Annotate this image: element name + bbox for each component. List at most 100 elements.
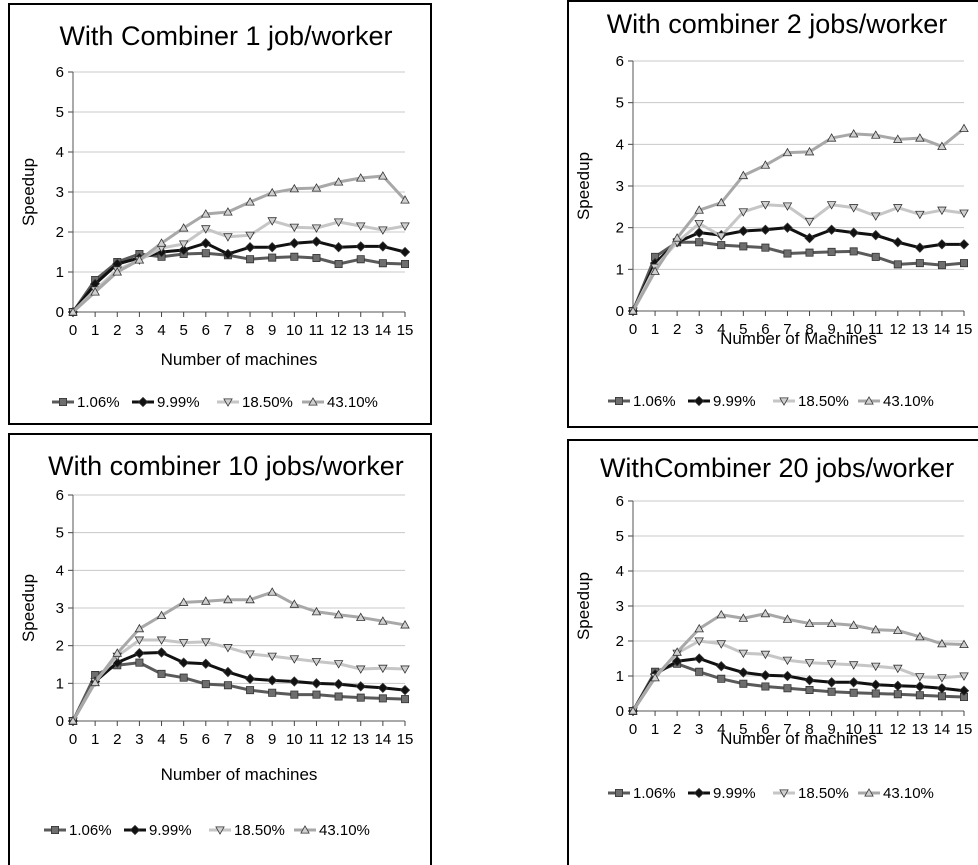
- data-point: [311, 606, 322, 616]
- data-point: [826, 660, 837, 669]
- data-point: [112, 648, 123, 657]
- data-point: [959, 639, 969, 648]
- data-point: [200, 658, 211, 669]
- data-point: [356, 255, 365, 264]
- data-point: [694, 623, 704, 633]
- data-point: [892, 680, 903, 691]
- legend-item: 9.99%: [688, 393, 756, 410]
- data-point: [671, 656, 683, 667]
- legend-marker: [779, 397, 789, 406]
- x-tick-label: 2: [673, 321, 681, 338]
- data-point: [311, 678, 322, 689]
- data-point: [134, 255, 145, 264]
- data-point: [90, 677, 100, 687]
- y-axis-label: Speedup: [19, 574, 38, 642]
- data-point: [156, 238, 167, 247]
- legend-item: 1.06%: [52, 394, 120, 411]
- data-point: [201, 209, 211, 218]
- legend-item: 18.50%: [773, 393, 849, 410]
- data-point: [245, 650, 255, 659]
- data-point: [267, 652, 277, 662]
- x-tick-label: 10: [286, 322, 303, 339]
- x-tick-label: 1: [651, 321, 659, 338]
- data-point: [178, 223, 189, 232]
- x-tick-label: 9: [827, 321, 835, 338]
- legend-marker: [129, 824, 141, 836]
- y-tick-label: 1: [616, 261, 624, 278]
- data-point: [826, 618, 837, 627]
- data-point: [399, 246, 411, 258]
- data-point: [826, 201, 837, 210]
- x-tick-label: 5: [739, 321, 747, 338]
- x-axis-label: Number of machines: [161, 765, 318, 784]
- x-tick-label: 2: [113, 322, 121, 339]
- x-tick-label: 1: [651, 721, 659, 738]
- data-point: [156, 636, 167, 645]
- data-point: [783, 249, 792, 258]
- data-point: [893, 664, 903, 674]
- data-point: [782, 147, 793, 157]
- data-point: [334, 692, 343, 701]
- data-point: [378, 664, 388, 674]
- data-point: [782, 656, 793, 666]
- x-tick-label: 12: [889, 321, 906, 338]
- data-point: [267, 187, 277, 197]
- data-point: [378, 226, 388, 235]
- data-point: [68, 307, 78, 316]
- x-tick-label: 9: [268, 322, 276, 339]
- data-point: [400, 195, 410, 204]
- x-tick-label: 14: [934, 321, 951, 338]
- legend-marker: [308, 397, 318, 406]
- legend-marker: [779, 789, 789, 798]
- data-point: [334, 260, 343, 268]
- legend-item: 18.50%: [217, 394, 293, 411]
- series-line: [631, 203, 965, 312]
- data-point: [915, 673, 925, 682]
- data-point: [804, 675, 815, 686]
- data-point: [782, 222, 793, 233]
- data-point: [650, 672, 660, 682]
- data-point: [112, 267, 123, 276]
- data-point: [201, 596, 211, 605]
- chart-title: With combiner 10 jobs/worker: [48, 451, 404, 481]
- x-tick-label: 6: [202, 731, 210, 748]
- data-point: [355, 241, 366, 252]
- legend-item: 9.99%: [124, 822, 192, 839]
- data-point: [937, 674, 947, 683]
- y-tick-label: 5: [616, 528, 624, 545]
- data-point: [628, 706, 638, 715]
- x-tick-label: 14: [375, 322, 392, 339]
- data-point: [915, 133, 925, 142]
- x-tick-label: 11: [309, 731, 325, 748]
- x-axis-label: Number of machines: [161, 350, 318, 369]
- x-tick-label: 3: [695, 321, 703, 338]
- data-point: [870, 230, 881, 241]
- data-point: [628, 306, 638, 315]
- y-tick-label: 1: [616, 668, 624, 685]
- y-tick-label: 4: [616, 563, 624, 580]
- x-tick-label: 0: [629, 721, 637, 738]
- data-point: [378, 616, 388, 625]
- legend: 1.06% 9.99% 18.50% 43.10%: [52, 394, 378, 411]
- data-point: [958, 685, 970, 696]
- data-point: [222, 248, 234, 260]
- data-point: [289, 223, 300, 233]
- x-tick-label: 5: [179, 322, 187, 339]
- series-9.99%: [627, 653, 970, 717]
- data-point: [914, 681, 926, 692]
- data-point: [760, 670, 771, 681]
- x-axis-label: Number of Machines: [720, 329, 877, 348]
- data-point: [178, 240, 189, 249]
- data-point: [870, 679, 881, 690]
- legend-item: 43.10%: [858, 393, 934, 410]
- x-tick-label: 10: [845, 721, 862, 738]
- x-tick-label: 1: [91, 322, 99, 339]
- y-tick-label: 6: [616, 493, 624, 510]
- legend-marker: [59, 398, 67, 406]
- legend-marker: [223, 398, 233, 407]
- y-tick-label: 6: [616, 53, 624, 70]
- data-point: [959, 209, 969, 218]
- legend-label: 9.99%: [713, 393, 756, 410]
- data-point: [401, 695, 409, 704]
- data-point: [804, 618, 815, 627]
